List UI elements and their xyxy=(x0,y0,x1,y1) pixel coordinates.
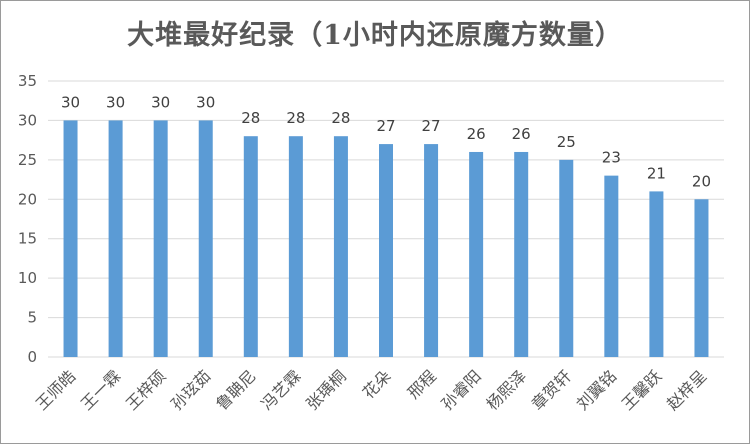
data-label: 27 xyxy=(422,117,441,135)
x-tick-label: 花朵 xyxy=(359,366,395,402)
x-tick-label: 王馨跃 xyxy=(618,366,665,413)
y-tick-label: 15 xyxy=(18,230,37,248)
data-label: 26 xyxy=(512,125,531,143)
y-tick-label: 30 xyxy=(18,111,37,129)
x-tick-label: 章贺轩 xyxy=(528,366,575,413)
bar xyxy=(694,199,709,357)
bar xyxy=(559,159,574,357)
bar xyxy=(424,144,439,357)
x-tick-label: 刘翼铭 xyxy=(573,366,620,413)
bar xyxy=(649,191,664,357)
y-tick-label: 10 xyxy=(18,269,37,287)
y-tick-label: 20 xyxy=(18,190,37,208)
y-tick-label: 5 xyxy=(27,309,37,327)
bar xyxy=(153,120,168,357)
x-tick-label: 鲁聃尼 xyxy=(212,366,259,413)
bars xyxy=(63,120,709,357)
x-tick-label: 冯艺霖 xyxy=(257,366,304,413)
chart-title: 大堆最好纪录（1小时内还原魔方数量） xyxy=(127,20,623,51)
bar xyxy=(379,144,393,357)
data-label: 28 xyxy=(241,109,260,127)
bar xyxy=(469,151,484,357)
x-tick-label: 杨熙泽 xyxy=(483,366,530,413)
x-tick-label: 邢程 xyxy=(404,366,440,402)
data-label: 28 xyxy=(286,109,305,127)
bar xyxy=(514,151,529,357)
x-tick-label: 王师皓 xyxy=(32,366,79,413)
data-label: 27 xyxy=(376,117,395,135)
data-label: 28 xyxy=(331,109,350,127)
bar xyxy=(604,175,619,357)
x-tick-label: 孙睿阳 xyxy=(438,366,485,413)
y-tick-label: 0 xyxy=(27,348,37,366)
y-tick-label: 35 xyxy=(18,72,37,90)
data-label: 20 xyxy=(692,172,711,190)
data-label: 23 xyxy=(602,149,621,167)
bar xyxy=(63,120,78,357)
bar xyxy=(243,136,258,357)
x-tick-label: 张瑀桐 xyxy=(302,366,349,413)
data-label: 26 xyxy=(467,125,486,143)
data-label: 25 xyxy=(557,133,576,151)
x-tick-label: 王一霖 xyxy=(77,366,124,413)
x-tick-label: 王梓硕 xyxy=(122,366,169,413)
x-tick-label: 赵梓呈 xyxy=(663,366,710,413)
bar xyxy=(108,120,123,357)
x-tick-label: 孙玹茹 xyxy=(167,366,214,413)
y-axis-ticks: 0 5 10 15 20 25 30 35 xyxy=(18,72,37,366)
data-label: 30 xyxy=(151,93,170,111)
data-label: 21 xyxy=(647,164,666,182)
bar xyxy=(288,136,303,357)
data-label: 30 xyxy=(106,93,125,111)
data-labels: 30 30 30 30 28 28 28 27 27 26 26 25 23 21 20 xyxy=(61,93,711,190)
y-tick-label: 25 xyxy=(18,151,37,169)
data-label: 30 xyxy=(196,93,215,111)
bar xyxy=(198,120,213,357)
bar xyxy=(333,136,348,357)
data-label: 30 xyxy=(61,93,80,111)
